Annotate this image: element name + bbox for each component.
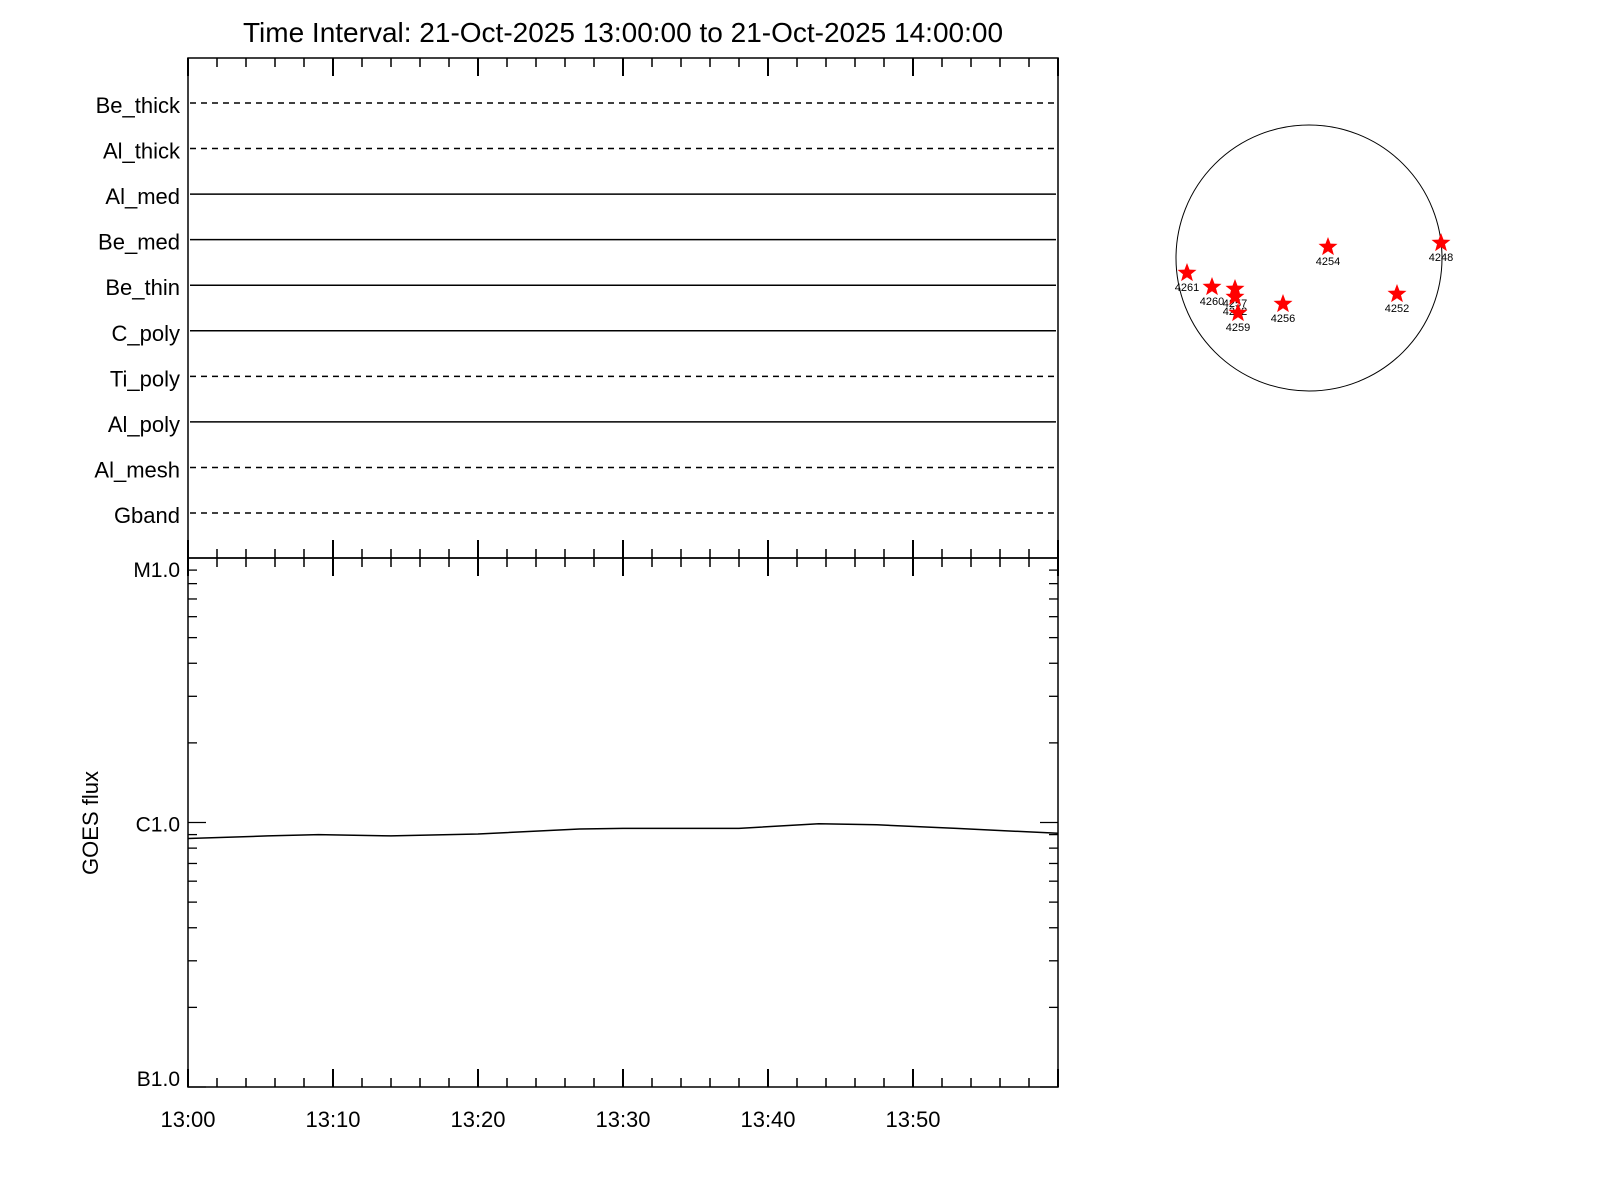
channel-label: Al_med: [105, 184, 180, 209]
x-tick-label: 13:10: [305, 1107, 360, 1132]
channel-panel: Be_thick Al_thick Al_med Be_med Be_thin C_pol…: [94, 57, 1059, 559]
active-region-label: 4248: [1429, 252, 1453, 264]
goes-panel: M1.0 C1.0 B1.0 13:00 13:10 13:20 13:30 13:40 13:…: [133, 557, 1059, 1132]
channel-label: Be_med: [98, 230, 180, 255]
solar-limb: [1175, 124, 1443, 392]
active-region-label: 4252: [1385, 303, 1409, 315]
channel-label: Be_thin: [105, 275, 180, 300]
x-tick-label: 13:30: [595, 1107, 650, 1132]
channel-label: Gband: [114, 503, 180, 528]
active-region-label: 4257: [1223, 298, 1247, 310]
active-region-star-icon: [1273, 294, 1293, 313]
channel-label: Ti_poly: [110, 366, 180, 391]
x-tick-label: 13:20: [450, 1107, 505, 1132]
active-region-star-icon: [1202, 277, 1222, 296]
goes-flux-line: [187, 822, 1059, 840]
channel-label: Be_thick: [96, 93, 181, 118]
x-tick-label: 13:00: [160, 1107, 215, 1132]
active-region-star-icon: [1228, 303, 1248, 322]
active-region-star-icon: [1431, 233, 1451, 252]
channel-label: Al_poly: [108, 412, 180, 437]
channel-panel-frame: [187, 57, 1059, 559]
x-tick-label: 13:40: [740, 1107, 795, 1132]
y-tick-label: B1.0: [137, 1068, 180, 1091]
active-region-label: 4261: [1175, 282, 1199, 294]
channel-label: Al_mesh: [94, 457, 180, 482]
goes-panel-frame: [187, 557, 1059, 1088]
active-region-label: 4260: [1200, 296, 1224, 308]
active-region-label: 4254: [1316, 256, 1340, 268]
active-region-label: 4259: [1226, 322, 1250, 334]
y-tick-label: C1.0: [136, 814, 180, 837]
active-region-label: 4256: [1271, 313, 1295, 325]
x-tick-label: 13:50: [885, 1107, 940, 1132]
channel-label: C_poly: [112, 321, 180, 346]
y-axis-label: GOES flux: [78, 771, 103, 875]
active-region-star-icon: [1177, 263, 1197, 282]
channel-label: Al_thick: [103, 139, 181, 164]
y-tick-label: M1.0: [133, 559, 180, 582]
active-region-star-icon: [1225, 287, 1245, 306]
active-region-star-icon: [1387, 284, 1407, 303]
active-region-star-icon: [1318, 237, 1338, 256]
chart-title: Time Interval: 21-Oct-2025 13:00:00 to 2…: [243, 17, 1003, 48]
solar-disk-map: 426142604257426242594256425442524248: [1175, 124, 1453, 392]
